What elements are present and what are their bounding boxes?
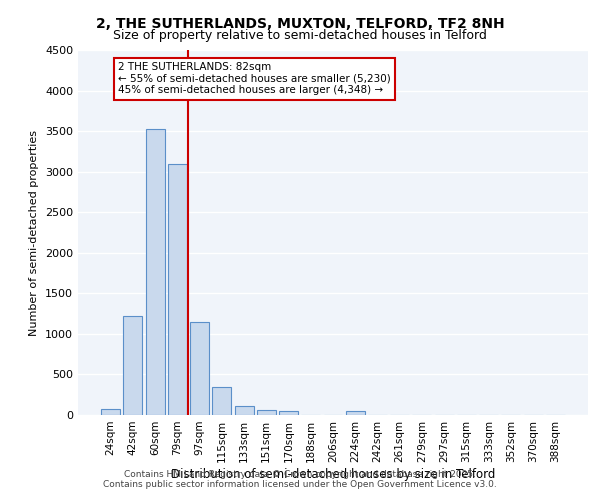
Y-axis label: Number of semi-detached properties: Number of semi-detached properties — [29, 130, 40, 336]
Bar — [190, 322, 209, 415]
Bar — [124, 316, 142, 415]
Bar — [279, 410, 298, 415]
Bar — [168, 164, 187, 415]
X-axis label: Distribution of semi-detached houses by size in Telford: Distribution of semi-detached houses by … — [171, 468, 495, 480]
Bar — [235, 406, 254, 415]
Bar — [346, 410, 365, 415]
Bar — [257, 410, 276, 415]
Text: Size of property relative to semi-detached houses in Telford: Size of property relative to semi-detach… — [113, 29, 487, 42]
Bar — [212, 388, 231, 415]
Text: 2 THE SUTHERLANDS: 82sqm
← 55% of semi-detached houses are smaller (5,230)
45% o: 2 THE SUTHERLANDS: 82sqm ← 55% of semi-d… — [118, 62, 391, 96]
Bar — [146, 130, 164, 415]
Bar — [101, 408, 120, 415]
Text: Contains HM Land Registry data © Crown copyright and database right 2025.
Contai: Contains HM Land Registry data © Crown c… — [103, 470, 497, 489]
Text: 2, THE SUTHERLANDS, MUXTON, TELFORD, TF2 8NH: 2, THE SUTHERLANDS, MUXTON, TELFORD, TF2… — [95, 18, 505, 32]
